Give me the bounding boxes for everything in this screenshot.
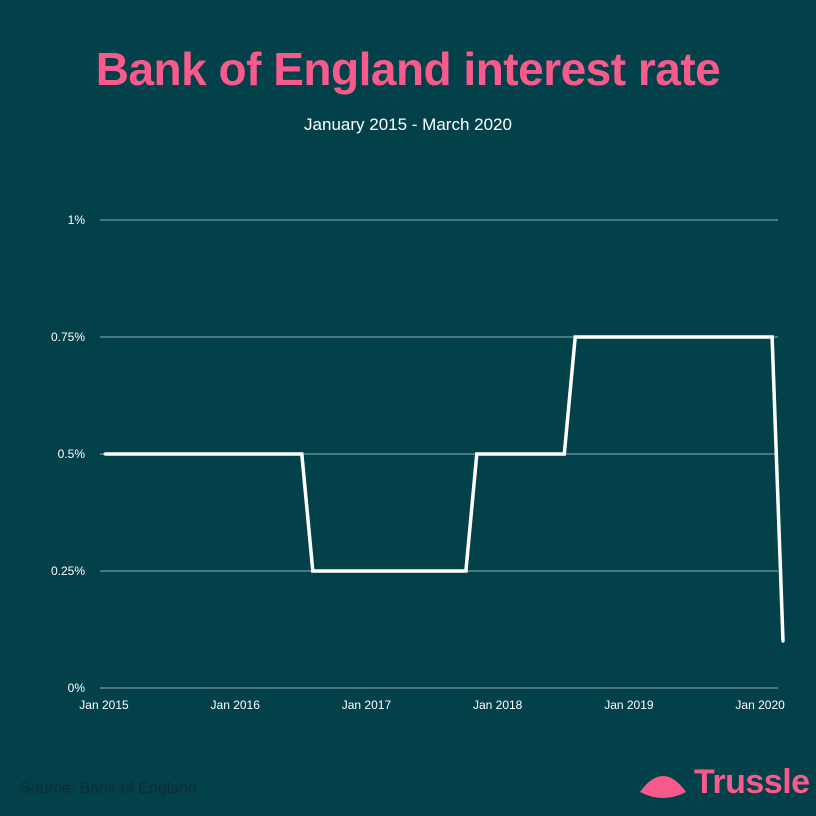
x-tick-label: Jan 2017 (342, 698, 392, 712)
y-tick-label: 0.5% (58, 447, 86, 461)
data-point (562, 452, 566, 456)
x-tick-label: Jan 2018 (473, 698, 523, 712)
x-tick-label: Jan 2020 (735, 698, 785, 712)
data-point (770, 335, 774, 339)
chart-title: Bank of England interest rate (95, 43, 721, 95)
series-layer (103, 335, 785, 643)
y-tick-label: 1% (68, 213, 86, 227)
brand-logo: Trussle (638, 762, 810, 802)
series-line (105, 335, 785, 642)
data-point (475, 452, 479, 456)
x-tick-label: Jan 2016 (211, 698, 261, 712)
data-point (103, 452, 107, 456)
y-tick-label: 0% (68, 681, 86, 695)
y-tick-label: 0.25% (51, 564, 85, 578)
data-point (311, 569, 315, 573)
data-point (300, 452, 304, 456)
chart-subtitle: January 2015 - March 2020 (304, 115, 512, 134)
y-axis-tick-labels: 0% 0.25% 0.5% 0.75% 1% (51, 213, 85, 695)
x-axis-tick-labels: Jan 2015 Jan 2016 Jan 2017 Jan 2018 Jan 2019… (79, 698, 785, 712)
data-point (464, 569, 468, 573)
trussle-logo-icon (640, 776, 686, 798)
data-point (573, 335, 577, 339)
x-tick-label: Jan 2019 (604, 698, 654, 712)
x-tick-label: Jan 2015 (79, 698, 129, 712)
brand-name: Trussle (694, 762, 810, 801)
source-note: Source: Bank of England (20, 780, 198, 797)
data-point (781, 639, 785, 643)
y-tick-label: 0.75% (51, 330, 85, 344)
